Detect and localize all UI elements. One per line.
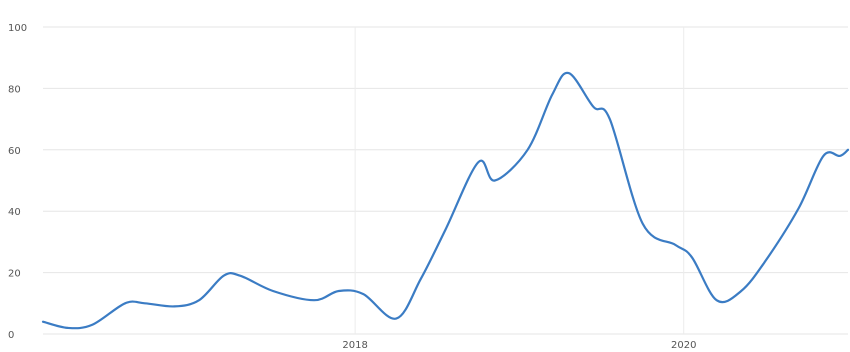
grid xyxy=(43,26,848,335)
x-tick-label: 2020 xyxy=(671,340,696,351)
y-tick-label: 80 xyxy=(8,84,21,95)
y-tick-label: 60 xyxy=(8,146,21,157)
y-tick-label: 20 xyxy=(8,269,21,280)
axes: 0 20 40 60 80 100 2018 2020 xyxy=(8,23,696,351)
x-tick-label: 2018 xyxy=(342,340,367,351)
y-tick-label: 40 xyxy=(8,207,21,218)
y-tick-label: 100 xyxy=(8,23,27,34)
series-line xyxy=(41,71,850,330)
series-layer xyxy=(41,71,850,330)
y-tick-label: 0 xyxy=(8,330,14,341)
